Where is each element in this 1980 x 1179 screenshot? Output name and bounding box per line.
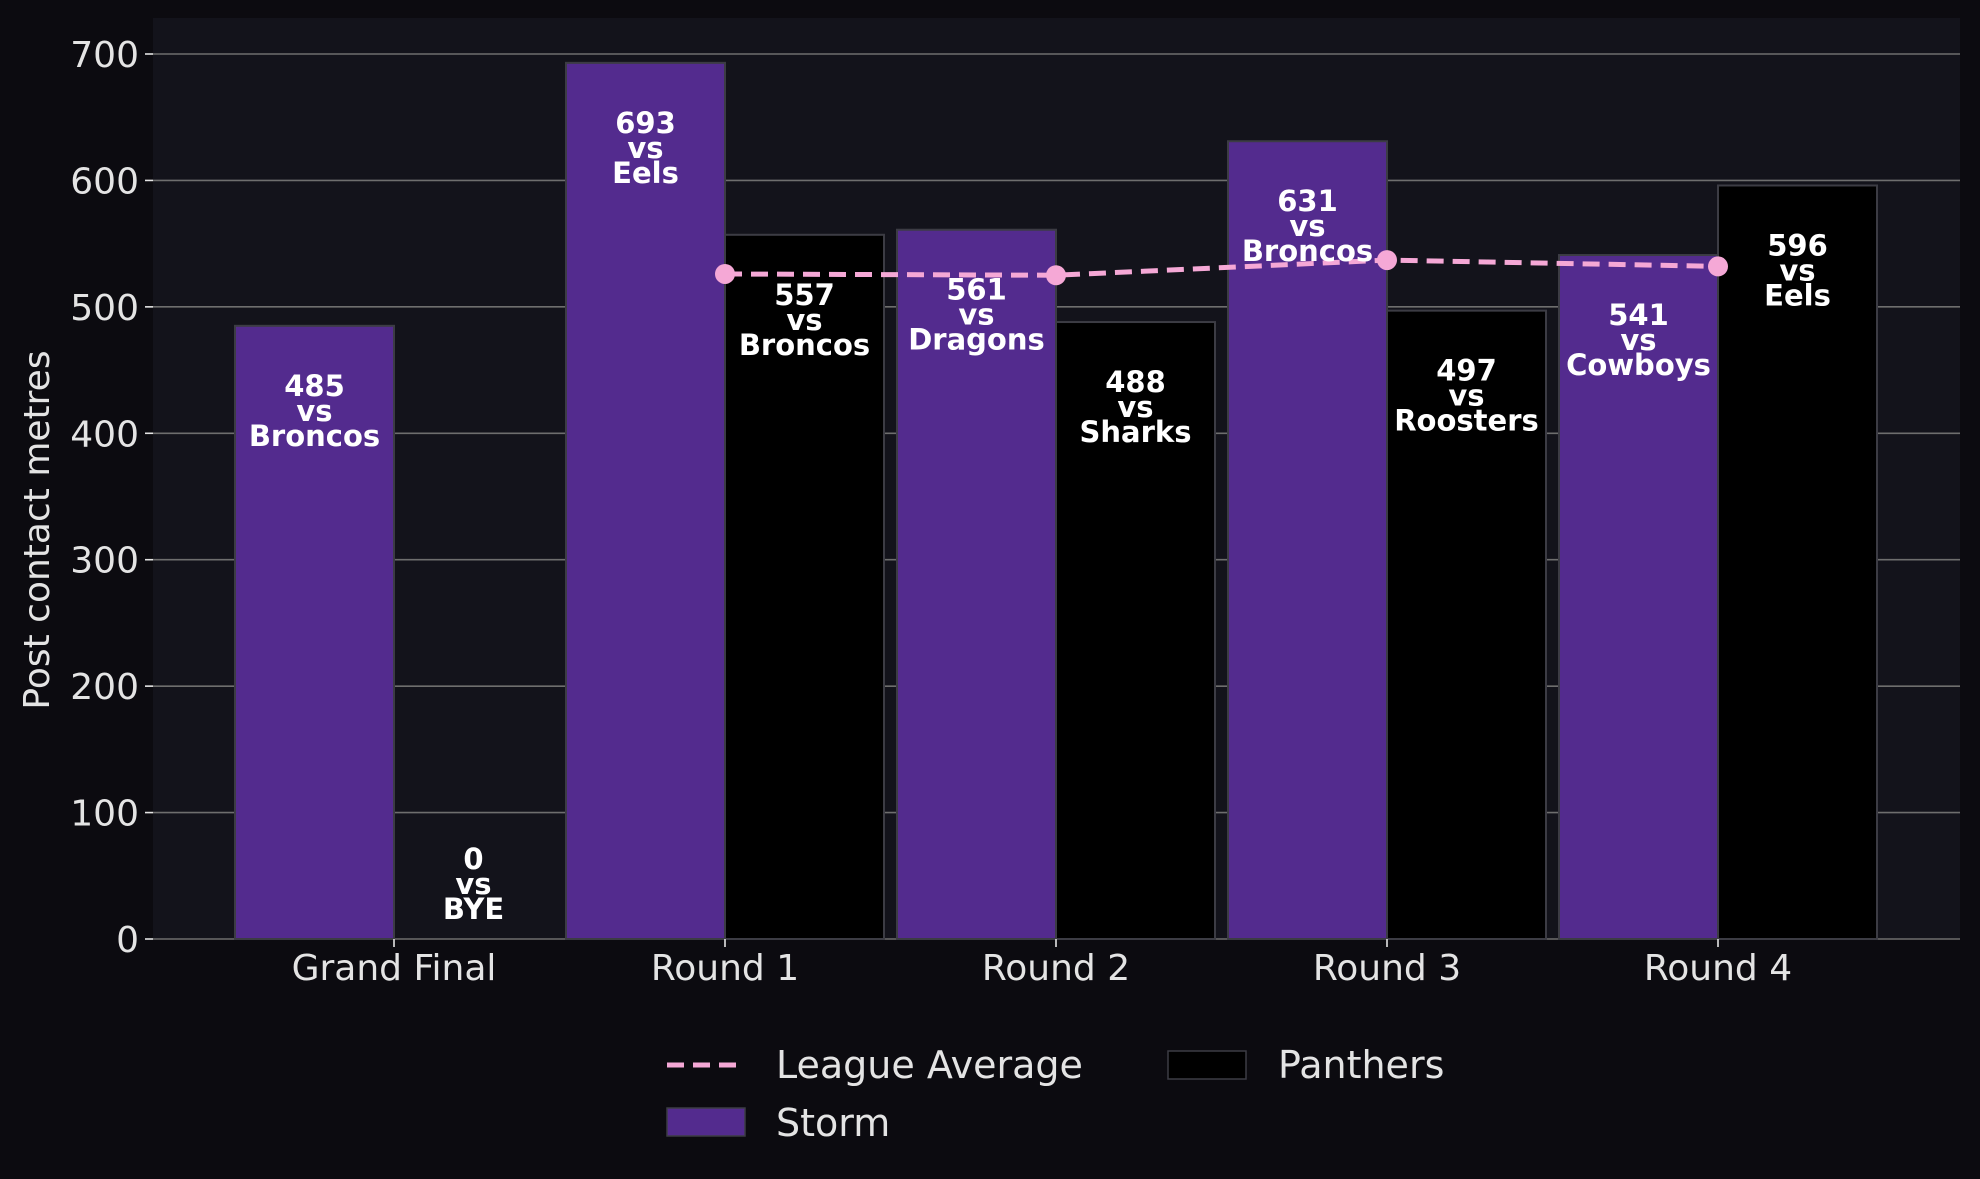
bar-value-label: 541 vs Cowboys — [1566, 298, 1711, 382]
y-tick-label: 300 — [70, 541, 139, 582]
bar-storm — [1558, 254, 1719, 940]
legend-panthers-swatch — [1167, 1050, 1247, 1080]
bar-value-label: 631 vs Broncos — [1242, 184, 1373, 268]
bar-panthers — [724, 233, 885, 941]
y-tick-label: 400 — [70, 414, 139, 455]
y-tick-label: 100 — [70, 794, 139, 835]
legend-storm-swatch — [666, 1107, 746, 1137]
bar-value-label: 596 vs Eels — [1764, 228, 1831, 312]
y-tick-label: 500 — [70, 288, 139, 329]
league-average-point — [1046, 265, 1066, 286]
bar-value-label: 0 vs BYE — [443, 842, 504, 926]
y-axis-ticks: 0 100 200 300 400 500 600 700 — [70, 35, 153, 961]
x-tick-label: Round 1 — [651, 948, 799, 989]
bar-value-label: 561 vs Dragons — [908, 273, 1045, 357]
y-axis-label: Post contact metres — [17, 350, 58, 709]
bar-labels: 485 vs Broncos 0 vs BYE 693 vs Eels 557 vs Broncos 5… — [249, 106, 1831, 926]
bar-value-label: 497 vs Roosters — [1394, 354, 1539, 438]
x-tick-label: Round 3 — [1313, 948, 1461, 989]
legend-storm-label: Storm — [776, 1101, 890, 1145]
league-average-path — [724, 257, 1719, 278]
y-tick-label: 700 — [70, 35, 139, 76]
legend: League Average Panthers Storm — [666, 1043, 1444, 1145]
y-tick-label: 200 — [70, 667, 139, 708]
bar-panthers — [1386, 309, 1547, 940]
bar-value-label: 488 vs Sharks — [1080, 365, 1192, 449]
bars — [234, 61, 1878, 941]
bar-storm — [1227, 140, 1388, 940]
bar-panthers — [1055, 321, 1216, 940]
league-average-point — [715, 263, 735, 284]
bar-storm — [565, 61, 726, 941]
bar-value-label: 557 vs Broncos — [739, 278, 870, 362]
legend-panthers-label: Panthers — [1278, 1043, 1444, 1087]
bar-storm — [234, 324, 395, 941]
x-axis-ticks: Grand Final Round 1 Round 2 Round 3 Round 4 — [292, 939, 1792, 989]
bar-value-label: 693 vs Eels — [612, 106, 679, 190]
bar-value-label: 485 vs Broncos — [249, 369, 380, 453]
bar-panthers — [1717, 184, 1878, 940]
y-tick-label: 600 — [70, 161, 139, 202]
legend-league-average-label: League Average — [776, 1043, 1083, 1087]
x-tick-label: Grand Final — [292, 948, 497, 989]
x-tick-label: Round 2 — [982, 948, 1130, 989]
league-average-point — [1708, 256, 1728, 277]
league-average-line — [715, 250, 1728, 286]
x-tick-label: Round 4 — [1644, 948, 1792, 989]
y-tick-label: 0 — [116, 920, 139, 961]
league-average-point — [1377, 250, 1397, 271]
